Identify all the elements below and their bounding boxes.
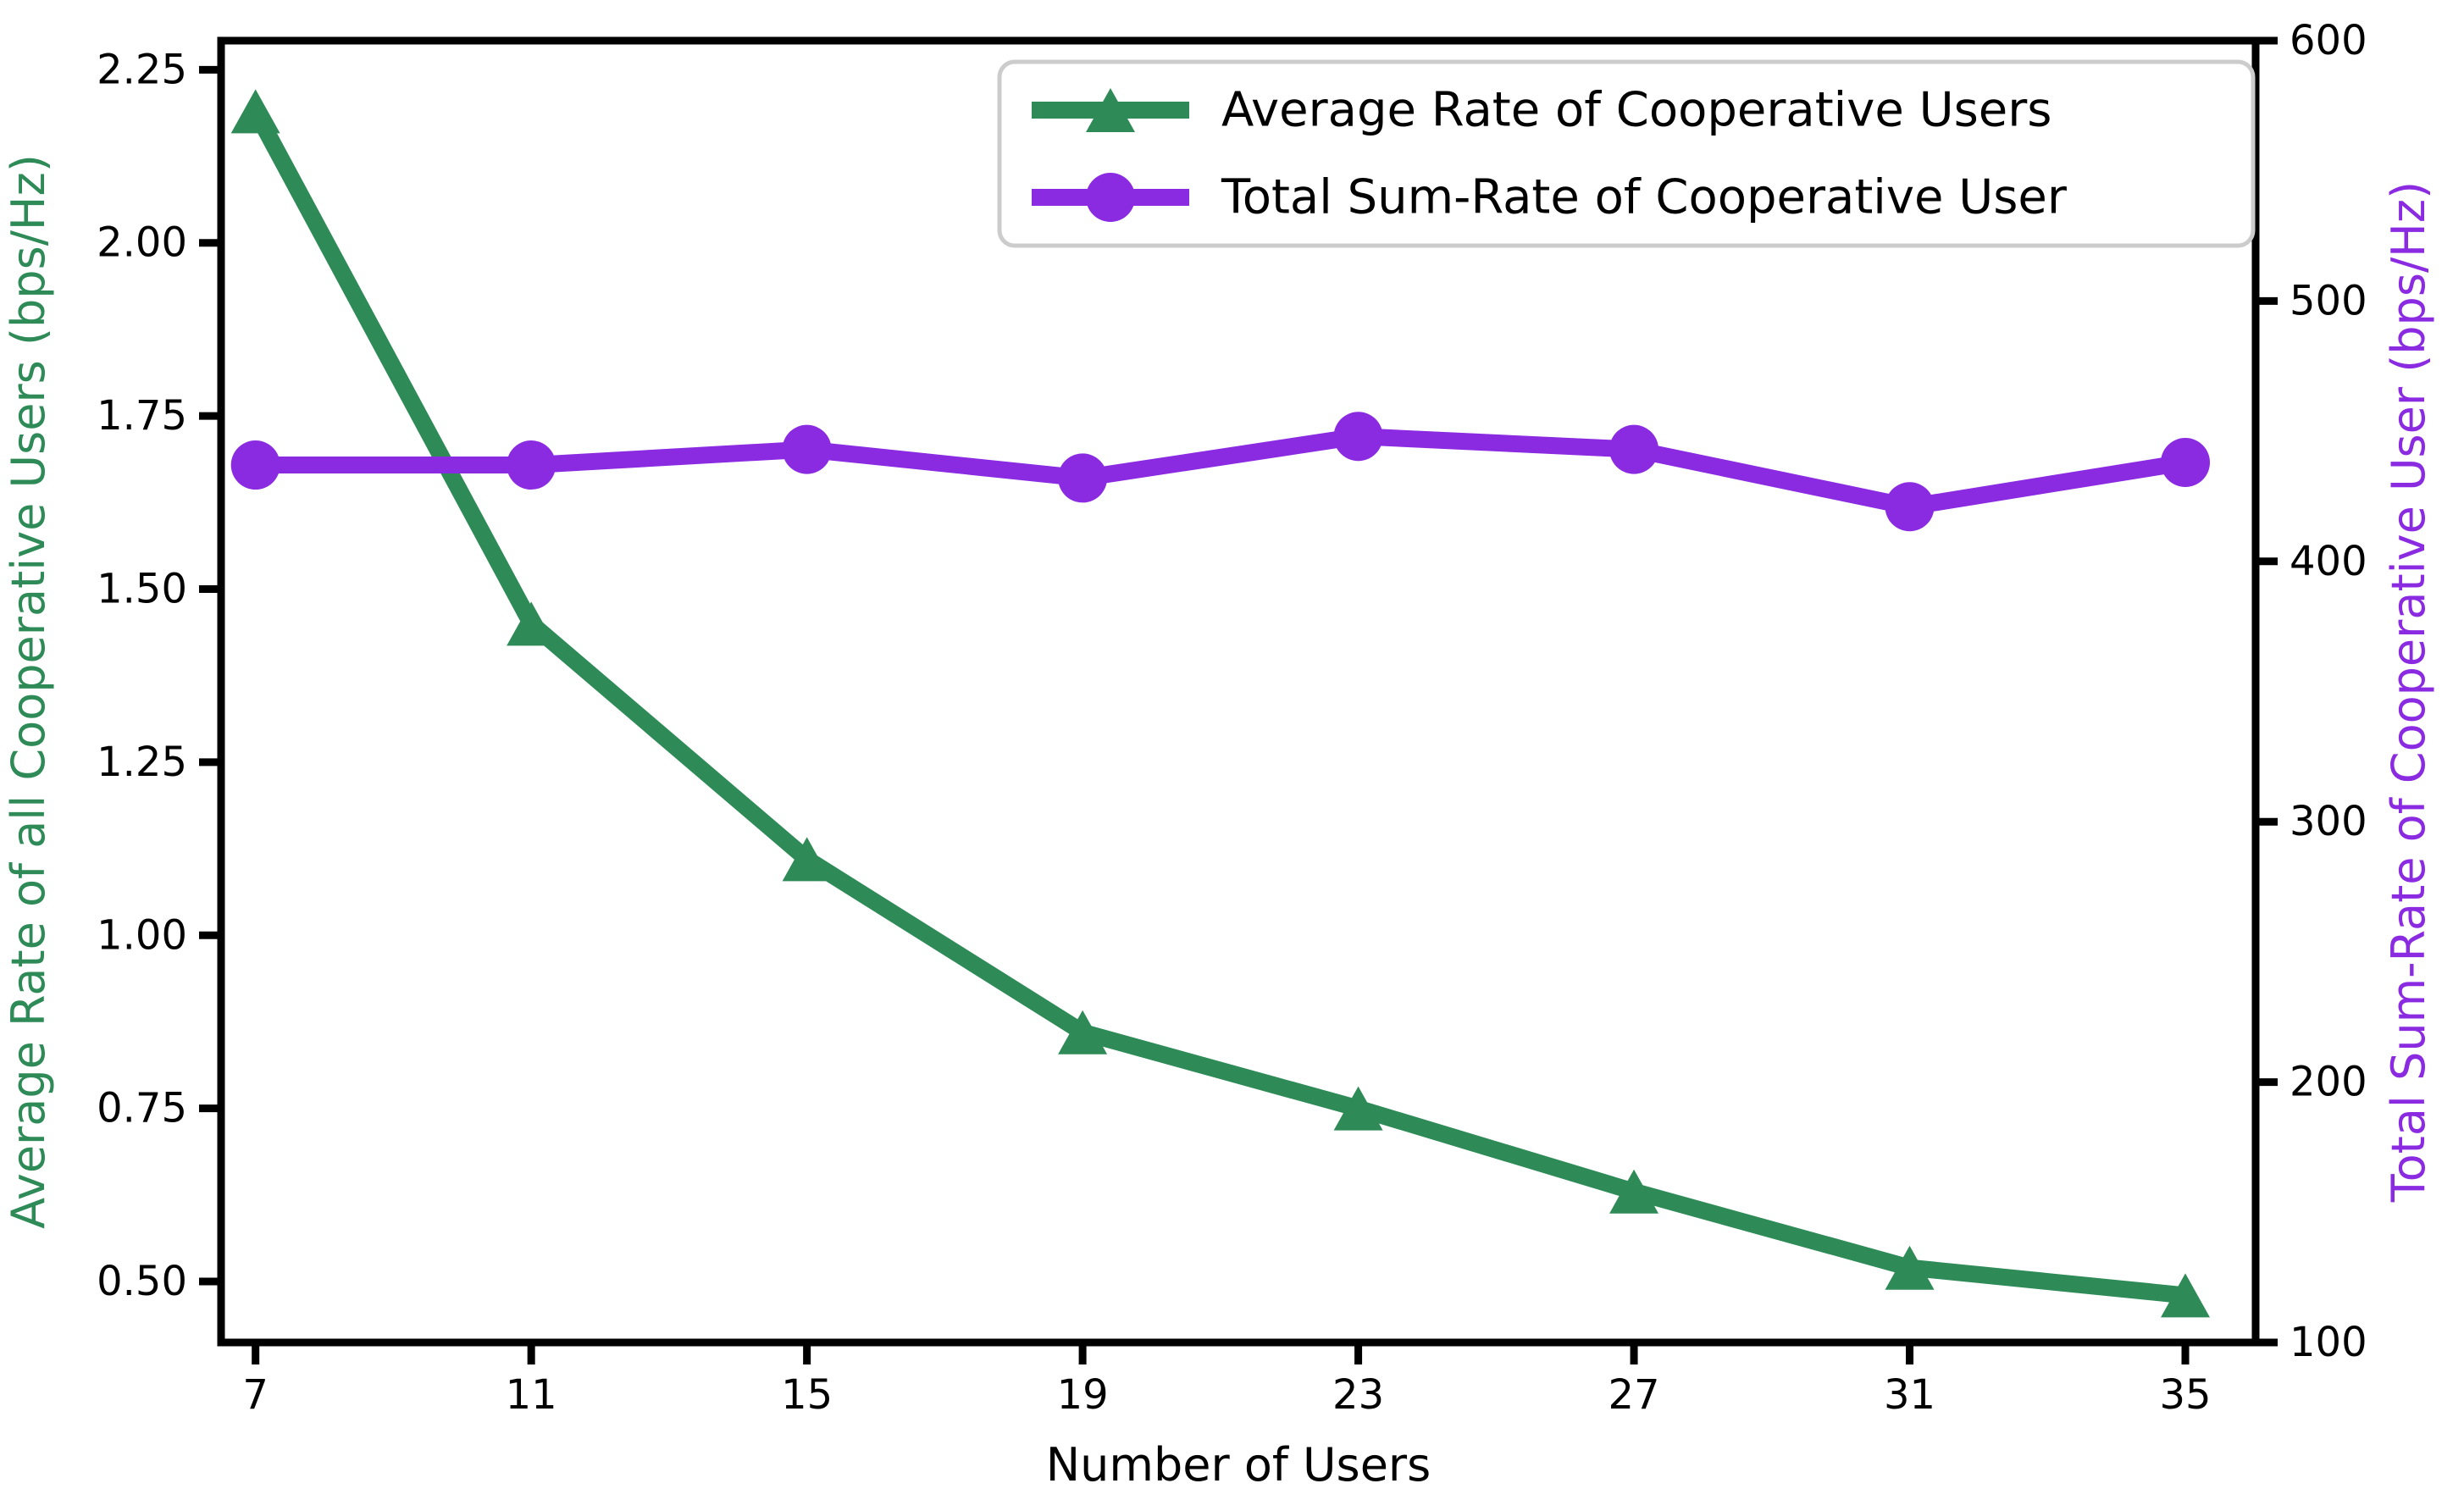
triangle-marker — [507, 601, 556, 646]
x-axis-tick-label: 35 — [2159, 1371, 2211, 1419]
triangle-marker — [782, 837, 832, 882]
legend-label: Average Rate of Cooperative Users — [1221, 83, 2051, 138]
x-axis-label: Number of Users — [1046, 1438, 1431, 1492]
y-axis-left-tick-label: 0.50 — [97, 1258, 187, 1305]
legend-label: Total Sum-Rate of Cooperative User — [1221, 170, 2068, 225]
triangle-marker — [1333, 1086, 1383, 1131]
plot-area-border — [217, 36, 2260, 1347]
y-axis-right-tick-label: 100 — [2290, 1319, 2367, 1366]
y-axis-left-tick-label: 1.25 — [97, 739, 187, 786]
y-axis-left-tick-label: 2.25 — [97, 46, 187, 93]
x-axis-tick-label: 27 — [1609, 1371, 1660, 1419]
y-axis-right-label: Total Sum-Rate of Cooperative User (bps/… — [2382, 181, 2435, 1203]
y-axis-left-tick-label: 0.75 — [97, 1085, 187, 1132]
y-axis-left-label: Average Rate of all Cooperative Users (b… — [2, 154, 55, 1229]
y-axis-right-tick-label: 300 — [2290, 798, 2367, 845]
y-axis-right-tick-label: 500 — [2290, 277, 2367, 324]
x-axis-tick-label: 31 — [1884, 1371, 1935, 1419]
triangle-marker — [1058, 1010, 1108, 1054]
circle-marker — [1058, 453, 1108, 503]
y-axis-left-tick-label: 1.00 — [97, 911, 187, 959]
circle-marker — [1885, 482, 1935, 532]
x-axis-tick-label: 15 — [781, 1371, 833, 1419]
triangle-marker — [230, 89, 280, 134]
x-axis-tick-label: 7 — [242, 1371, 269, 1419]
legend-box — [997, 59, 2256, 248]
triangle-marker — [1885, 1245, 1935, 1290]
circle-marker — [507, 440, 556, 490]
y-axis-left-tick-label: 1.50 — [97, 566, 187, 613]
circle-marker — [1333, 412, 1383, 462]
x-axis-tick-label: 19 — [1057, 1371, 1109, 1419]
y-axis-left-tick-label: 2.00 — [97, 219, 187, 267]
triangle-marker — [1609, 1169, 1659, 1214]
circle-marker — [230, 440, 280, 490]
circle-marker — [2161, 437, 2211, 487]
series-line-sum-rate — [255, 428, 2187, 516]
y-axis-left-tick-label: 1.75 — [97, 392, 187, 440]
triangle-marker — [2161, 1273, 2211, 1318]
circle-marker — [1609, 424, 1659, 474]
series-line-average-rate — [247, 107, 2187, 1304]
circle-marker — [782, 424, 832, 474]
legend-circle-marker — [1086, 173, 1135, 222]
legend-triangle-marker — [1086, 88, 1135, 132]
y-axis-right-tick-label: 200 — [2290, 1059, 2367, 1106]
x-axis-tick-label: 11 — [506, 1371, 557, 1419]
y-axis-right-tick-label: 600 — [2290, 17, 2367, 64]
y-axis-right-tick-label: 400 — [2290, 538, 2367, 585]
x-axis-tick-label: 23 — [1332, 1371, 1384, 1419]
